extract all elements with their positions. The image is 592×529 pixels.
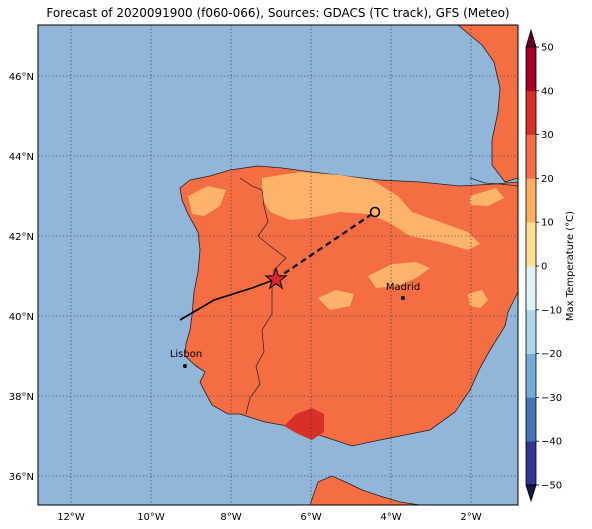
graticule xyxy=(38,25,518,505)
colorbar-label: Max Temperature (°C) xyxy=(565,211,576,321)
colorbar-tick-label: −30 xyxy=(541,393,562,404)
land-cool-patch2 xyxy=(468,290,488,308)
colorbar-segment xyxy=(526,47,536,92)
lon-tick-4w: 4°W xyxy=(380,512,401,523)
colorbar-tick-label: 50 xyxy=(541,43,554,54)
colorbar-tick-label: 0 xyxy=(541,262,547,273)
colorbar-segments xyxy=(526,47,536,486)
land-cool-bay xyxy=(470,188,504,206)
lisbon-label: Lisbon xyxy=(170,349,202,360)
colorbar-tick-label: −10 xyxy=(541,305,562,316)
madrid-label: Madrid xyxy=(386,282,420,293)
colorbar-segment xyxy=(526,90,536,135)
colorbar-tick-label: −50 xyxy=(541,481,562,492)
lat-tick-42n: 42°N xyxy=(9,232,34,243)
lat-tick-46n: 46°N xyxy=(9,72,34,83)
colorbar-tick-label: 20 xyxy=(541,174,554,185)
colorbar-tick-label: 30 xyxy=(541,130,554,141)
colorbar: 50 40 30 20 10 0 −10 −20 −30 −40 −50 Max Temperatu… xyxy=(525,28,576,503)
lon-ticks: 12°W 10°W 8°W 6°W 4°W 2°W xyxy=(57,512,482,523)
lisbon-dot xyxy=(183,364,187,368)
land-france xyxy=(457,25,518,183)
madrid-dot xyxy=(401,296,405,300)
lon-tick-12w: 12°W xyxy=(57,512,85,523)
map-frame xyxy=(37,24,519,506)
colorbar-ticks: 50 40 30 20 10 0 −10 −20 −30 −40 −50 xyxy=(536,43,562,492)
colorbar-tick-label: −40 xyxy=(541,437,562,448)
colorbar-segment xyxy=(526,134,536,179)
colorbar-max-arrow xyxy=(525,28,537,48)
colorbar-tick-label: 40 xyxy=(541,86,554,97)
forecast-position-marker xyxy=(369,206,381,218)
storm-position-star xyxy=(264,266,288,290)
lat-tick-44n: 44°N xyxy=(9,152,34,163)
land-cool-galicia xyxy=(188,186,226,216)
lon-tick-6w: 6°W xyxy=(300,512,321,523)
lon-tick-2w: 2°W xyxy=(460,512,481,523)
land-cool-patch1 xyxy=(318,290,354,310)
land-africa xyxy=(309,475,421,505)
colorbar-segment xyxy=(526,441,536,486)
lat-ticks: 46°N 44°N 42°N 40°N 38°N 36°N xyxy=(9,72,34,483)
lon-tick-8w: 8°W xyxy=(220,512,241,523)
land-cool-madrid xyxy=(368,262,430,288)
map-layers: Madrid Lisbon xyxy=(38,25,518,505)
colorbar-tick-label: −20 xyxy=(541,349,562,360)
lat-tick-38n: 38°N xyxy=(9,392,34,403)
border-portugal xyxy=(239,177,287,415)
colorbar-segment xyxy=(526,222,536,267)
lon-tick-10w: 10°W xyxy=(137,512,165,523)
land-hot-south xyxy=(284,408,324,440)
colorbar-segment xyxy=(526,178,536,223)
border-spain-france xyxy=(469,177,518,187)
colorbar-tick-label: 10 xyxy=(541,218,554,229)
colorbar-segment xyxy=(526,353,536,398)
map-title: Forecast of 2020091900 (f060-066), Sourc… xyxy=(46,6,510,20)
colorbar-min-arrow xyxy=(525,484,537,503)
colorbar-segment xyxy=(526,266,536,311)
past-track-line xyxy=(179,278,277,321)
lat-tick-40n: 40°N xyxy=(9,312,34,323)
colorbar-segment xyxy=(526,309,536,354)
colorbar-segment xyxy=(526,397,536,442)
lat-tick-36n: 36°N xyxy=(9,472,34,483)
